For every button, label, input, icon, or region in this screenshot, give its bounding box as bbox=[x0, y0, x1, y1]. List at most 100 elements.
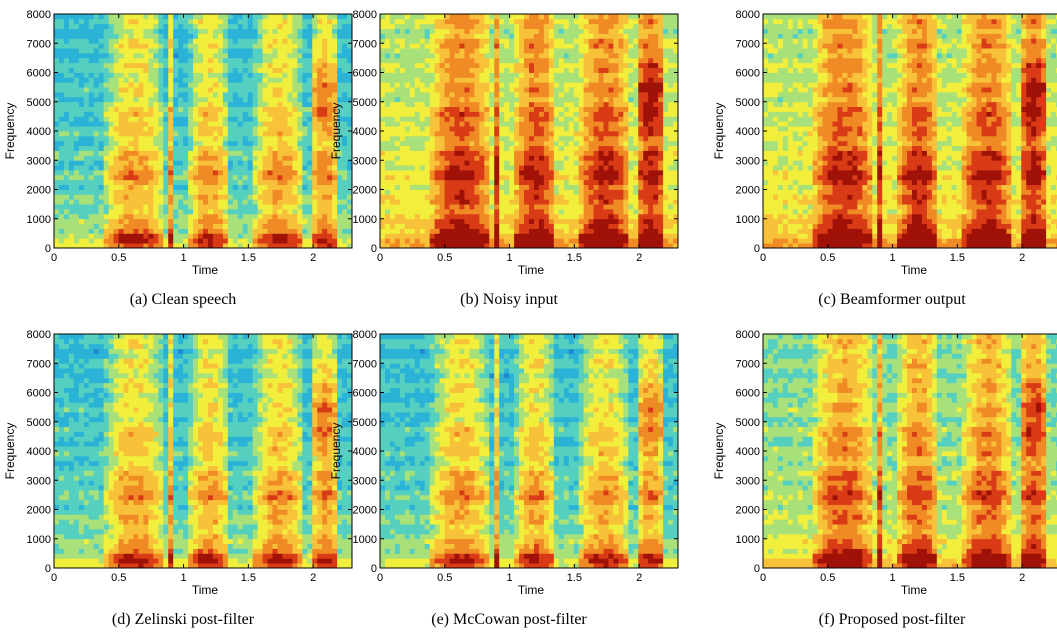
heatmap-cell bbox=[519, 126, 525, 132]
heatmap-cell bbox=[509, 43, 515, 49]
heatmap-cell bbox=[563, 189, 570, 195]
heatmap-cell bbox=[58, 155, 65, 161]
heatmap-cell bbox=[322, 53, 328, 59]
heatmap-cell bbox=[509, 28, 515, 34]
heatmap-cell bbox=[332, 160, 338, 166]
heatmap-cell bbox=[212, 150, 219, 156]
heatmap-cell bbox=[449, 67, 455, 73]
heatmap-cell bbox=[489, 106, 495, 112]
heatmap-cell bbox=[227, 126, 234, 132]
heatmap-cell bbox=[103, 53, 110, 59]
heatmap-cell bbox=[123, 111, 129, 117]
heatmap-cell bbox=[484, 67, 490, 73]
heatmap-cell bbox=[332, 87, 338, 93]
heatmap-cell bbox=[118, 179, 124, 186]
heatmap-cell bbox=[287, 14, 293, 20]
heatmap-cell bbox=[163, 150, 169, 156]
heatmap-cell bbox=[63, 62, 70, 69]
heatmap-cell bbox=[588, 213, 594, 220]
heatmap-cell bbox=[347, 213, 353, 220]
heatmap-cell bbox=[514, 204, 520, 210]
heatmap-cell bbox=[529, 155, 535, 161]
heatmap-cell bbox=[469, 23, 475, 30]
heatmap-cell bbox=[489, 87, 495, 93]
heatmap-cell bbox=[217, 48, 224, 54]
heatmap-cell bbox=[148, 179, 154, 186]
heatmap-cell bbox=[533, 184, 540, 190]
heatmap-cell bbox=[322, 87, 328, 93]
heatmap-cell bbox=[93, 174, 100, 181]
heatmap-cell bbox=[380, 140, 386, 147]
heatmap-cell bbox=[277, 121, 283, 127]
heatmap-cell bbox=[272, 33, 278, 39]
heatmap-cell bbox=[429, 121, 436, 127]
heatmap-cell bbox=[153, 82, 159, 88]
heatmap-cell bbox=[302, 14, 308, 20]
heatmap-cell bbox=[509, 111, 515, 117]
heatmap-cell bbox=[297, 23, 303, 30]
heatmap-cell bbox=[68, 106, 75, 112]
heatmap-cell bbox=[524, 57, 530, 64]
heatmap-cell bbox=[168, 213, 174, 220]
heatmap-cell bbox=[168, 57, 174, 64]
heatmap-cell bbox=[327, 72, 333, 78]
heatmap-cell bbox=[469, 126, 475, 132]
heatmap-cell bbox=[78, 96, 85, 103]
heatmap-cell bbox=[394, 87, 401, 93]
heatmap-cell bbox=[434, 53, 440, 59]
heatmap-cell bbox=[83, 101, 90, 108]
heatmap-cell bbox=[267, 155, 273, 161]
heatmap-cell bbox=[143, 72, 149, 78]
heatmap-cell bbox=[573, 155, 580, 161]
heatmap-cell bbox=[317, 126, 323, 132]
panel-caption: (a) Clean speech bbox=[130, 291, 237, 308]
heatmap-cell bbox=[262, 87, 268, 93]
heatmap-cell bbox=[568, 116, 575, 122]
heatmap-cell bbox=[267, 121, 273, 127]
heatmap-cell bbox=[509, 160, 515, 166]
heatmap-cell bbox=[474, 165, 480, 171]
heatmap-cell bbox=[414, 18, 421, 25]
heatmap-cell bbox=[389, 126, 396, 132]
heatmap-cell bbox=[143, 213, 149, 220]
heatmap-cell bbox=[424, 194, 431, 200]
heatmap-cell bbox=[573, 238, 580, 244]
heatmap-cell bbox=[533, 57, 540, 64]
heatmap-cell bbox=[207, 57, 214, 64]
heatmap-cell bbox=[538, 194, 545, 200]
heatmap-cell bbox=[272, 228, 278, 234]
heatmap-cell bbox=[58, 213, 65, 220]
heatmap-cell bbox=[578, 18, 585, 25]
heatmap-cell bbox=[459, 126, 465, 132]
heatmap-cell bbox=[394, 82, 401, 88]
heatmap-cell bbox=[153, 121, 159, 127]
heatmap-cell bbox=[479, 165, 485, 171]
heatmap-cell bbox=[583, 57, 589, 64]
heatmap-cell bbox=[533, 131, 540, 137]
heatmap-cell bbox=[98, 213, 105, 220]
heatmap-cell bbox=[504, 135, 510, 142]
heatmap-cell bbox=[83, 223, 90, 229]
heatmap-cell bbox=[227, 189, 234, 195]
heatmap-cell bbox=[327, 189, 333, 195]
heatmap-cell bbox=[227, 145, 234, 151]
heatmap-cell bbox=[548, 106, 555, 112]
heatmap-cell bbox=[282, 223, 288, 229]
heatmap-cell bbox=[98, 165, 105, 171]
heatmap-cell bbox=[434, 184, 440, 190]
heatmap-cell bbox=[188, 48, 194, 54]
heatmap-cell bbox=[297, 126, 303, 132]
heatmap-cell bbox=[193, 131, 199, 137]
heatmap-cell bbox=[464, 189, 470, 195]
heatmap-cell bbox=[399, 165, 406, 171]
heatmap-cell bbox=[389, 165, 396, 171]
heatmap-cell bbox=[573, 77, 580, 83]
heatmap-cell bbox=[54, 43, 60, 49]
heatmap-cell bbox=[158, 179, 164, 186]
heatmap-cell bbox=[232, 116, 239, 122]
heatmap-cell bbox=[282, 140, 288, 147]
heatmap-cell bbox=[429, 194, 436, 200]
heatmap-cell bbox=[524, 62, 530, 69]
heatmap-cell bbox=[198, 165, 204, 171]
heatmap-cell bbox=[389, 189, 396, 195]
